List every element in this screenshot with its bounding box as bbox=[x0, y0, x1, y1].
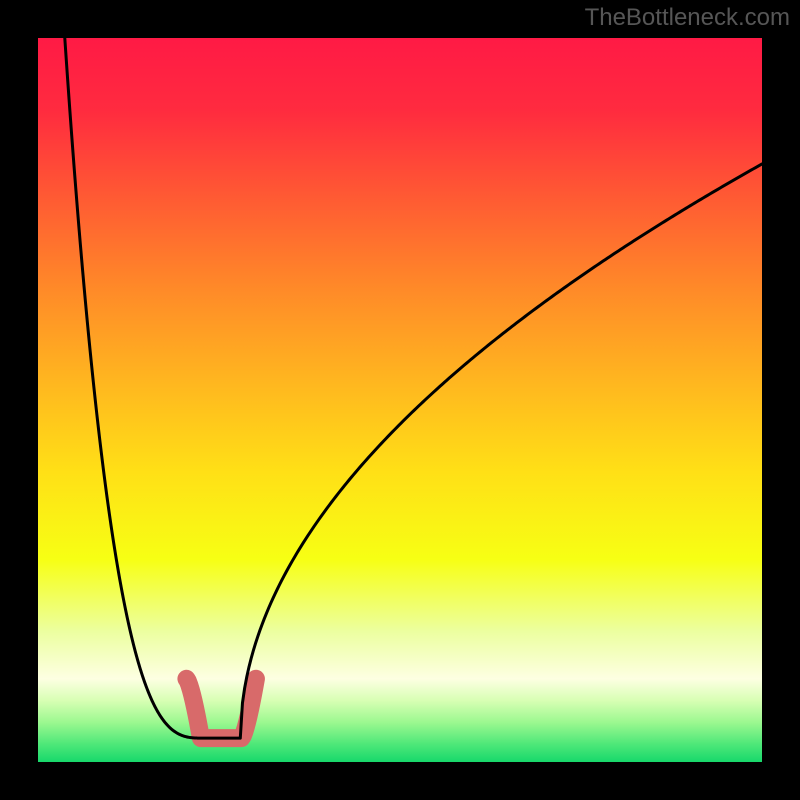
plot-border bbox=[0, 0, 38, 800]
gradient-background bbox=[38, 38, 762, 762]
plot-border bbox=[762, 0, 800, 800]
watermark-text: TheBottleneck.com bbox=[585, 4, 790, 32]
plot-border bbox=[0, 762, 800, 800]
